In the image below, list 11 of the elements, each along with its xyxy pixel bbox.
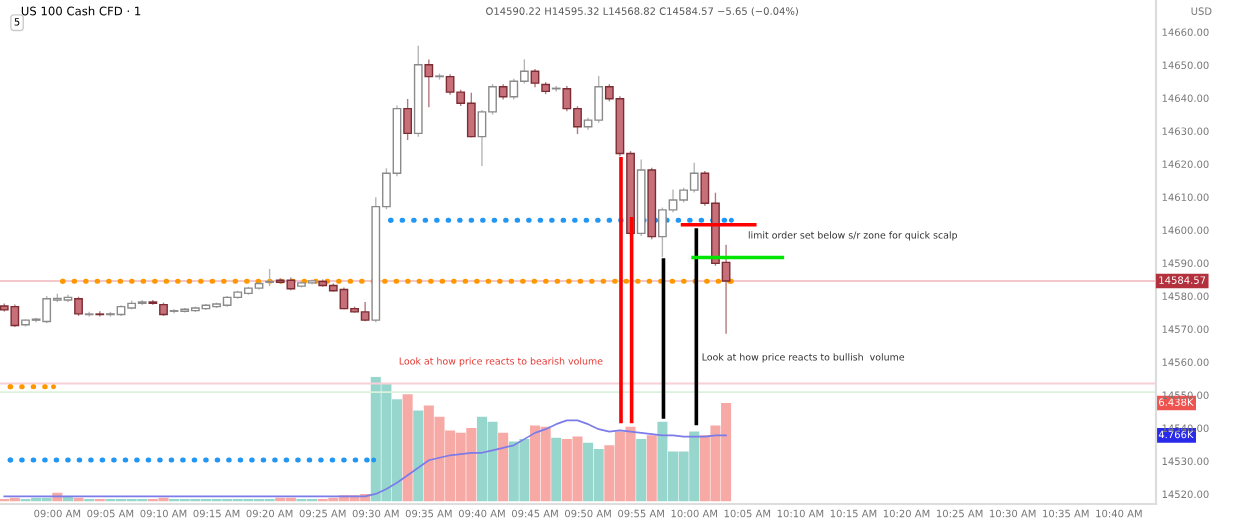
bar [646,435,657,502]
point [371,457,377,463]
point [728,217,734,223]
candlestick [403,98,413,140]
bar [498,432,509,502]
candlestick [84,311,94,317]
bar [413,410,424,502]
bar [551,437,562,502]
bar [402,394,413,502]
candlestick [424,59,434,108]
bar [636,439,647,502]
